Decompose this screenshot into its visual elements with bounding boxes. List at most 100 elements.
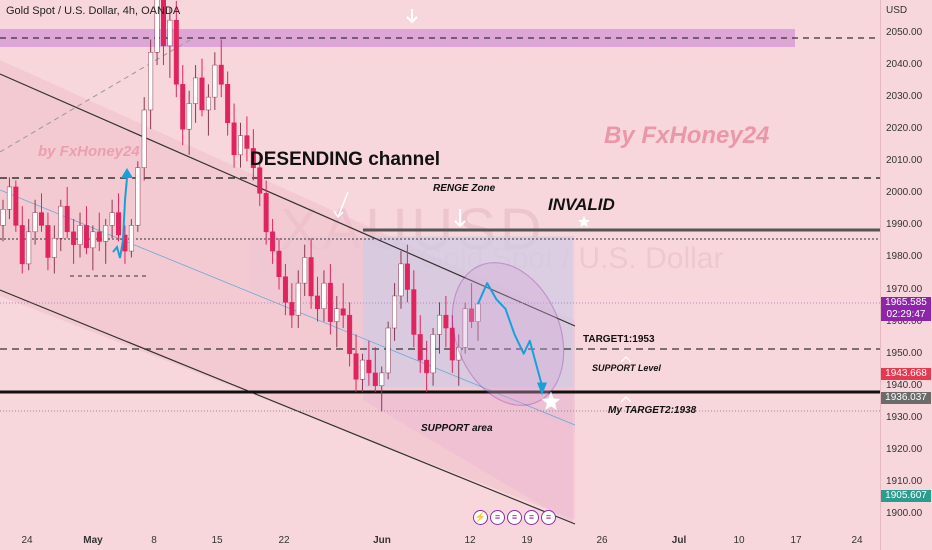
candle-body — [385, 327, 391, 374]
candle-body — [173, 19, 179, 85]
countdown-tag: 02:29:47 — [881, 309, 931, 321]
x-tick: 10 — [733, 535, 745, 546]
candle-body — [116, 212, 122, 236]
candle-body — [424, 359, 430, 374]
candle-body — [51, 237, 57, 258]
candle-body — [411, 289, 417, 335]
candle-body — [13, 186, 19, 226]
price-tag-red: 1943.668 — [881, 368, 931, 380]
candle-body — [193, 77, 199, 104]
y-tick: 1940.00 — [886, 379, 923, 391]
x-tick: 8 — [151, 535, 157, 546]
us-flag-icon[interactable]: ≡ — [524, 510, 539, 525]
descending-channel-label: DESENDING channel — [250, 149, 441, 170]
candle-body — [160, 0, 166, 47]
candle-body — [83, 225, 89, 249]
candle-body — [58, 205, 64, 239]
x-tick: 24 — [21, 535, 33, 546]
candle-body — [0, 209, 6, 226]
projection-arrowhead — [537, 382, 547, 396]
candle-body — [456, 347, 462, 361]
caret-target2 — [620, 396, 632, 403]
historic-projection — [112, 177, 128, 259]
candle-body — [443, 314, 449, 329]
event-icons: ⚡ ≡ ≡ ≡ ≡ — [473, 510, 556, 525]
price-tag-green: 1905.607 — [881, 490, 931, 502]
candle-body — [308, 257, 314, 297]
candle-body — [199, 77, 205, 111]
star-icon — [540, 391, 562, 411]
us-flag-icon[interactable]: ≡ — [490, 510, 505, 525]
candle-body — [109, 212, 115, 226]
channel-mid-line — [0, 189, 576, 426]
candle-body — [315, 295, 321, 310]
candle-body — [270, 231, 276, 252]
lightning-icon[interactable]: ⚡ — [473, 510, 488, 525]
candle-body — [417, 334, 423, 361]
x-tick: 19 — [521, 535, 533, 546]
y-tick: 2020.00 — [886, 123, 923, 135]
candle-body — [6, 186, 12, 210]
candle-body — [276, 250, 282, 277]
candle-body — [404, 263, 410, 290]
candle-body — [366, 359, 372, 374]
candle-body — [327, 282, 333, 322]
support-area-label: SUPPORT area — [421, 423, 493, 434]
candle-body — [353, 353, 359, 380]
x-tick: 22 — [278, 535, 290, 546]
x-tick: Jul — [671, 535, 687, 546]
arrow-channel-head — [333, 210, 344, 219]
candle-body — [39, 212, 45, 226]
candle-body — [225, 84, 231, 124]
x-tick: May — [83, 535, 103, 546]
range-zone-label: RENGE Zone — [433, 183, 496, 194]
candle-body — [372, 372, 378, 386]
price-chart[interactable] — [0, 0, 880, 550]
candle-body — [231, 122, 237, 156]
star-icon — [576, 214, 592, 229]
chart-title: Gold Spot / U.S. Dollar, 4h, OANDA — [6, 5, 181, 17]
caret-support — [620, 356, 632, 363]
x-tick: 24 — [851, 535, 863, 546]
candle-body — [186, 103, 192, 130]
invalid-label: INVALID — [548, 195, 615, 214]
candle-body — [295, 282, 301, 316]
candle-body — [128, 225, 134, 252]
candle-body — [212, 64, 218, 98]
candle-body — [244, 135, 250, 149]
y-tick: 2030.00 — [886, 91, 923, 103]
projection-path — [477, 282, 543, 386]
range-zone-rect — [363, 236, 573, 388]
candle-body — [90, 231, 96, 249]
price-axis[interactable] — [880, 0, 932, 550]
historic-arrowhead — [121, 168, 133, 178]
candle-body — [218, 64, 224, 85]
candle-body — [135, 167, 141, 226]
candle-body — [302, 257, 308, 284]
us-flag-icon[interactable]: ≡ — [541, 510, 556, 525]
candle-body — [32, 212, 38, 233]
us-flag-icon[interactable]: ≡ — [507, 510, 522, 525]
candle-body — [379, 372, 385, 386]
candle-body — [64, 205, 70, 233]
candle-body — [436, 314, 442, 335]
y-tick: 1950.00 — [886, 347, 923, 359]
arrow-range-head — [454, 220, 466, 228]
last-price-tag: 1965.585 — [881, 297, 931, 309]
arrow-channel-shaft — [337, 191, 349, 218]
candle-body — [180, 84, 186, 130]
candle-body — [359, 359, 365, 380]
y-tick: 1920.00 — [886, 443, 923, 455]
y-tick: 1900.00 — [886, 508, 923, 519]
candle-body — [257, 167, 263, 194]
brand-watermark-right: By FxHoney24 — [604, 122, 770, 149]
y-tick: 2040.00 — [886, 59, 923, 71]
candle-body — [26, 231, 32, 265]
candle-body — [334, 308, 340, 322]
y-tick: 1930.00 — [886, 411, 923, 423]
candle-body — [263, 193, 269, 233]
candle-body — [148, 51, 154, 111]
candle-body — [19, 225, 25, 265]
y-tick: 1960.00 — [886, 315, 923, 327]
